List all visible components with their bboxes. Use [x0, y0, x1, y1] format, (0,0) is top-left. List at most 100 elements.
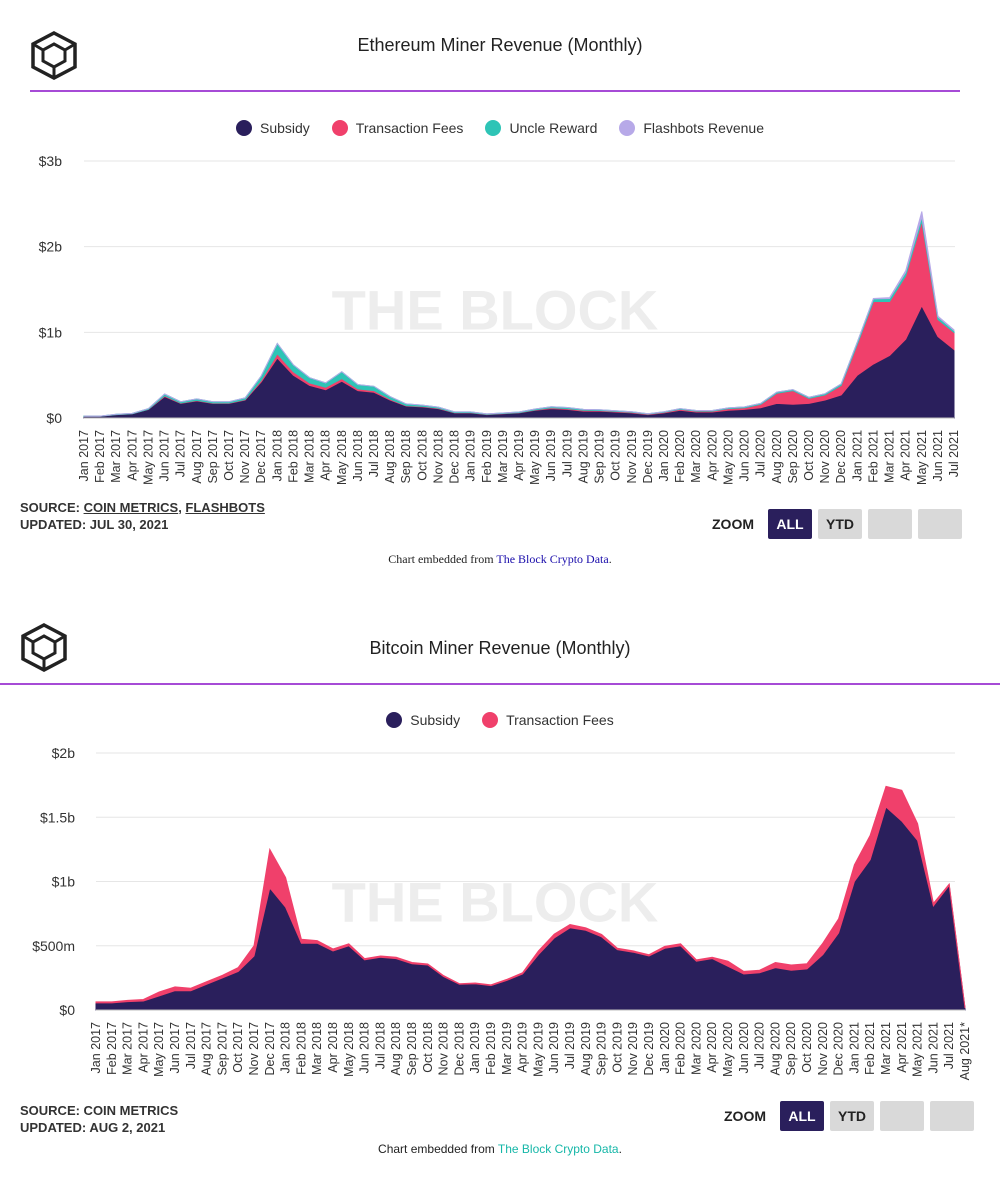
x-tick-label: Jan 2018: [270, 430, 284, 481]
zoom-controls: ZOOM ALL YTD: [712, 509, 962, 539]
zoom-button-blank-2[interactable]: [918, 509, 962, 539]
x-tick-label: Feb 2020: [673, 430, 687, 483]
series-area-flashbots-revenue[interactable]: [84, 211, 955, 417]
x-tick-label: Feb 2017: [93, 430, 107, 483]
x-tick-label: Sep 2020: [786, 430, 800, 484]
embed-suffix: .: [608, 552, 612, 566]
x-tick-label: Apr 2021: [895, 1022, 909, 1073]
legend-swatch: [482, 712, 499, 728]
x-tick-label: Mar 2018: [310, 1022, 324, 1075]
zoom-controls: ZOOM ALL YTD: [724, 1101, 974, 1131]
source-note: SOURCE: COIN METRICS, FLASHBOTS UPDATED:…: [20, 499, 265, 533]
y-tick-label: $2b: [39, 239, 63, 255]
source-text: SOURCE: COIN METRICS: [20, 1103, 179, 1118]
x-tick-label: Apr 2019: [512, 430, 526, 481]
embed-link[interactable]: The Block Crypto Data: [497, 1142, 619, 1156]
zoom-label: ZOOM: [724, 1108, 766, 1124]
embed-suffix: .: [618, 1142, 622, 1156]
legend-item-subsidy[interactable]: Subsidy: [235, 120, 310, 136]
legend-label: Subsidy: [410, 712, 461, 728]
zoom-all-button[interactable]: ALL: [768, 509, 812, 539]
x-tick-label: Jun 2019: [544, 430, 558, 481]
x-tick-label: Feb 2020: [674, 1022, 688, 1075]
y-tick-label: $0: [59, 1002, 75, 1018]
legend-label: Transaction Fees: [355, 120, 464, 136]
the-block-logo-icon[interactable]: [20, 622, 68, 672]
x-tick-label: Aug 2018: [389, 1022, 403, 1076]
x-tick-label: Apr 2020: [705, 1022, 719, 1073]
zoom-button-blank-1[interactable]: [880, 1101, 924, 1131]
x-tick-label: Aug 2021*: [958, 1022, 972, 1081]
x-tick-label: Dec 2018: [448, 430, 462, 484]
x-tick-label: Oct 2020: [800, 1022, 814, 1073]
x-tick-label: Feb 2019: [480, 430, 494, 483]
zoom-all-button[interactable]: ALL: [780, 1101, 824, 1131]
series-area-transaction-fees[interactable]: [95, 785, 966, 1009]
x-tick-label: Oct 2017: [231, 1022, 245, 1073]
legend-item-transaction-fees[interactable]: Transaction Fees: [331, 120, 464, 136]
x-tick-label: Dec 2020: [834, 430, 848, 484]
x-tick-label: Feb 2017: [105, 1022, 119, 1075]
x-tick-label: Feb 2019: [484, 1022, 498, 1075]
title-divider: [0, 683, 1000, 685]
embed-link[interactable]: The Block Crypto Data: [496, 552, 609, 566]
x-tick-label: Jul 2020: [753, 1022, 767, 1069]
x-tick-label: Apr 2020: [705, 430, 719, 481]
chart-title: Bitcoin Miner Revenue (Monthly): [369, 638, 631, 658]
zoom-ytd-button[interactable]: YTD: [818, 509, 862, 539]
x-tick-label: Aug 2017: [190, 430, 204, 484]
x-tick-label: Apr 2019: [516, 1022, 530, 1073]
chart-legend: Subsidy Transaction Fees: [0, 712, 1000, 728]
x-tick-label: Jul 2019: [563, 1022, 577, 1069]
embed-prefix: Chart embedded from: [378, 1142, 498, 1156]
x-tick-label: Sep 2018: [399, 430, 413, 484]
x-tick-label: Aug 2018: [383, 430, 397, 484]
x-tick-label: May 2021: [911, 1022, 925, 1077]
x-tick-label: May 2019: [528, 430, 542, 485]
x-tick-label: Jul 2017: [174, 430, 188, 477]
x-tick-label: May 2017: [141, 430, 155, 485]
x-tick-label: Aug 2019: [576, 430, 590, 484]
x-tick-label: Jul 2017: [184, 1022, 198, 1069]
zoom-button-blank-2[interactable]: [930, 1101, 974, 1131]
title-divider: [30, 90, 960, 92]
legend-item-transaction-fees[interactable]: Transaction Fees: [482, 712, 614, 728]
y-tick-label: $1b: [39, 324, 63, 340]
zoom-label: ZOOM: [712, 516, 754, 532]
watermark-text: THE BLOCK: [332, 871, 659, 934]
the-block-logo-icon[interactable]: [30, 30, 78, 80]
x-tick-label: Jun 2019: [547, 1022, 561, 1073]
x-tick-label: Jun 2017: [158, 430, 172, 481]
legend-item-subsidy[interactable]: Subsidy: [386, 712, 460, 728]
x-tick-label: Oct 2017: [222, 430, 236, 481]
x-tick-label: Jan 2021: [847, 1022, 861, 1073]
zoom-ytd-button[interactable]: YTD: [830, 1101, 874, 1131]
embed-prefix: Chart embedded from: [388, 552, 497, 566]
x-tick-label: Dec 2017: [254, 430, 268, 484]
eth-chart-panel: Ethereum Miner Revenue (Monthly) Subsidy…: [0, 0, 1000, 566]
source-link-coin-metrics[interactable]: COIN METRICS: [83, 500, 179, 515]
source-link-flashbots[interactable]: FLASHBOTS: [185, 500, 265, 515]
legend-label: Subsidy: [259, 120, 310, 136]
x-tick-label: Jan 2021: [850, 430, 864, 481]
x-tick-label: May 2019: [531, 1022, 545, 1077]
x-tick-label: Sep 2017: [206, 430, 220, 484]
legend-item-uncle-reward[interactable]: Uncle Reward: [485, 120, 597, 136]
y-tick-label: $500m: [32, 938, 75, 954]
x-tick-label: May 2021: [915, 430, 929, 485]
x-tick-label: Jun 2018: [358, 1022, 372, 1073]
x-tick-label: May 2018: [342, 1022, 356, 1077]
x-tick-label: Jun 2017: [168, 1022, 182, 1073]
x-tick-label: Mar 2021: [879, 1022, 893, 1075]
zoom-button-blank-1[interactable]: [868, 509, 912, 539]
x-tick-label: Jul 2019: [560, 430, 574, 477]
x-tick-label: Mar 2017: [109, 430, 123, 483]
x-tick-label: Jul 2021: [942, 1022, 956, 1069]
x-tick-label: Apr 2017: [125, 430, 139, 481]
x-tick-label: Jan 2019: [468, 1022, 482, 1073]
x-tick-label: Nov 2018: [437, 1022, 451, 1076]
legend-swatch: [331, 120, 348, 136]
legend-item-flashbots-revenue[interactable]: Flashbots Revenue: [619, 120, 764, 136]
